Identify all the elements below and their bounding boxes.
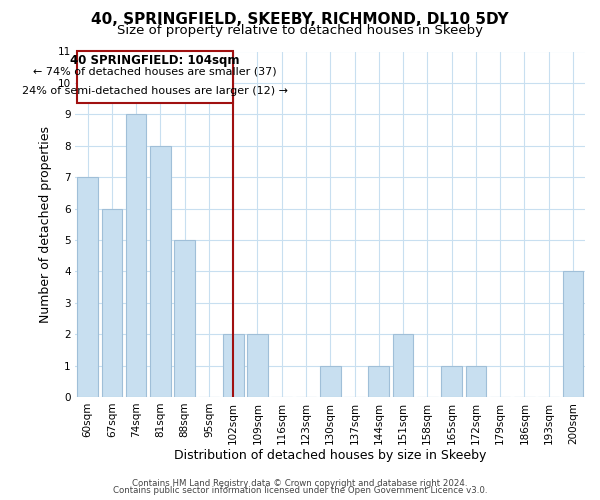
Bar bbox=[150, 146, 171, 397]
Y-axis label: Number of detached properties: Number of detached properties bbox=[39, 126, 52, 322]
X-axis label: Distribution of detached houses by size in Skeeby: Distribution of detached houses by size … bbox=[174, 450, 487, 462]
Bar bbox=[247, 334, 268, 397]
Text: ← 74% of detached houses are smaller (37): ← 74% of detached houses are smaller (37… bbox=[33, 67, 277, 77]
FancyBboxPatch shape bbox=[77, 52, 233, 104]
Bar bbox=[563, 272, 583, 397]
Bar bbox=[126, 114, 146, 397]
Bar bbox=[368, 366, 389, 397]
Bar bbox=[441, 366, 462, 397]
Bar bbox=[466, 366, 486, 397]
Text: 24% of semi-detached houses are larger (12) →: 24% of semi-detached houses are larger (… bbox=[22, 86, 288, 96]
Bar bbox=[393, 334, 413, 397]
Bar bbox=[77, 177, 98, 397]
Bar bbox=[175, 240, 195, 397]
Text: Size of property relative to detached houses in Skeeby: Size of property relative to detached ho… bbox=[117, 24, 483, 37]
Text: Contains public sector information licensed under the Open Government Licence v3: Contains public sector information licen… bbox=[113, 486, 487, 495]
Text: Contains HM Land Registry data © Crown copyright and database right 2024.: Contains HM Land Registry data © Crown c… bbox=[132, 478, 468, 488]
Bar bbox=[101, 208, 122, 397]
Text: 40 SPRINGFIELD: 104sqm: 40 SPRINGFIELD: 104sqm bbox=[70, 54, 239, 67]
Text: 40, SPRINGFIELD, SKEEBY, RICHMOND, DL10 5DY: 40, SPRINGFIELD, SKEEBY, RICHMOND, DL10 … bbox=[91, 12, 509, 28]
Bar bbox=[223, 334, 244, 397]
Bar bbox=[320, 366, 341, 397]
